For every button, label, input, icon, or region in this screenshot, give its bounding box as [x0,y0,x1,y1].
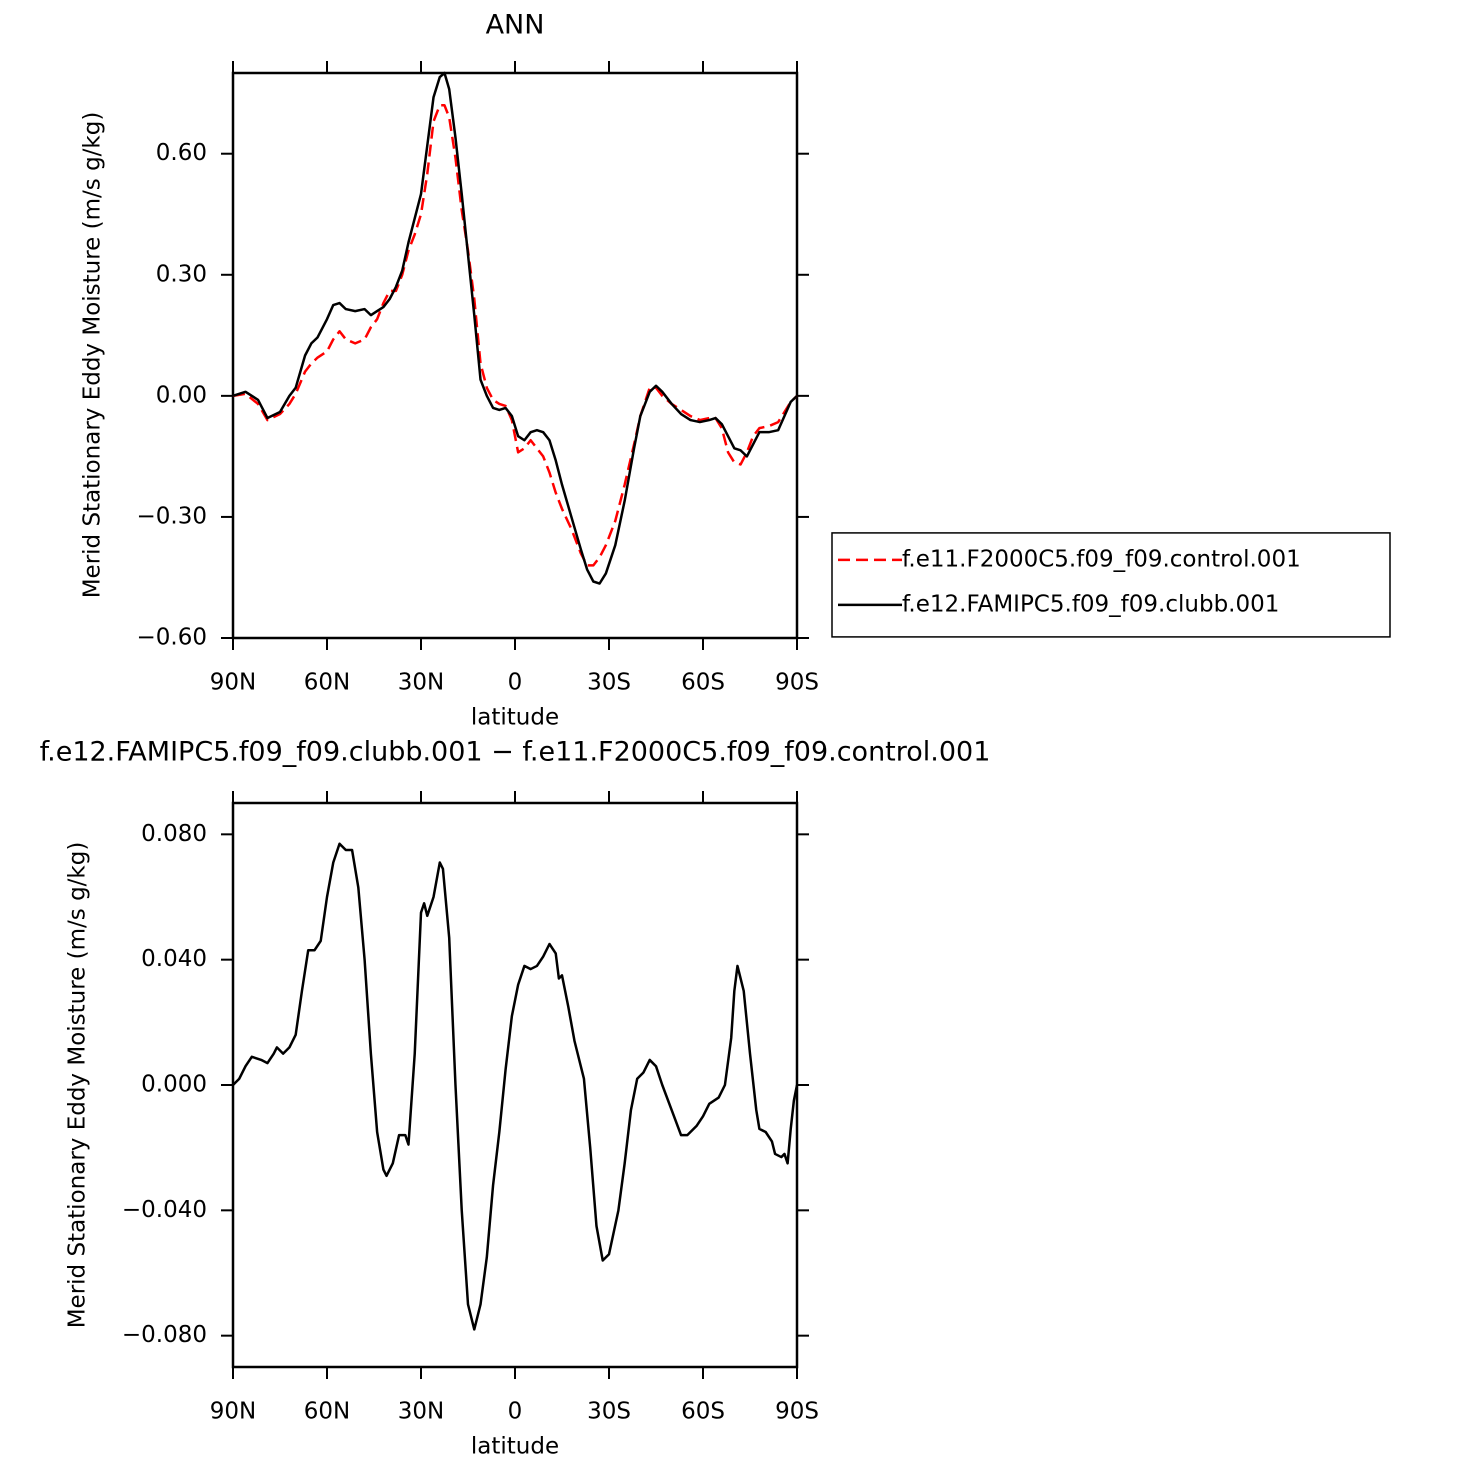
x-tick-label: 60S [681,1399,725,1425]
chart-title: f.e12.FAMIPC5.f09_f09.clubb.001 − f.e11.… [40,737,991,768]
legend-label: f.e11.F2000C5.f09_f09.control.001 [902,546,1301,572]
x-tick-label: 0 [508,670,523,696]
y-tick-label: −0.080 [122,1322,207,1348]
x-tick-label: 90N [210,670,256,696]
x-tick-label: 90S [775,670,819,696]
x-tick-label: 0 [508,1399,523,1425]
y-tick-label: 0.000 [141,1072,207,1098]
legend-box [831,532,1391,638]
y-axis-label: Merid Stationary Eddy Moisture (m/s g/kg… [65,842,91,1329]
x-tick-label: 90N [210,1399,256,1425]
x-tick-label: 90S [775,1399,819,1425]
y-tick-label: −0.040 [122,1197,207,1223]
x-axis-label: latitude [471,705,559,731]
chart-title: ANN [486,10,545,41]
data-line [232,71,798,585]
y-tick-label: −0.30 [137,503,207,529]
x-tick-label: 30N [398,670,444,696]
x-tick-label: 60S [681,670,725,696]
legend-label: f.e12.FAMIPC5.f09_f09.clubb.001 [902,591,1279,617]
y-tick-label: 0.60 [156,140,207,166]
data-line [232,842,799,1331]
y-tick-label: −0.60 [137,625,207,651]
y-tick-label: 0.040 [141,946,207,972]
y-tick-label: 0.30 [156,261,207,287]
x-tick-label: 30S [587,1399,631,1425]
x-tick-label: 30N [398,1399,444,1425]
x-axis-label: latitude [471,1434,559,1460]
y-tick-label: 0.080 [141,821,207,847]
y-axis-label: Merid Stationary Eddy Moisture (m/s g/kg… [80,112,106,599]
x-tick-label: 30S [587,670,631,696]
y-tick-label: 0.00 [156,382,207,408]
x-tick-label: 60N [304,1399,350,1425]
x-tick-label: 60N [304,670,350,696]
